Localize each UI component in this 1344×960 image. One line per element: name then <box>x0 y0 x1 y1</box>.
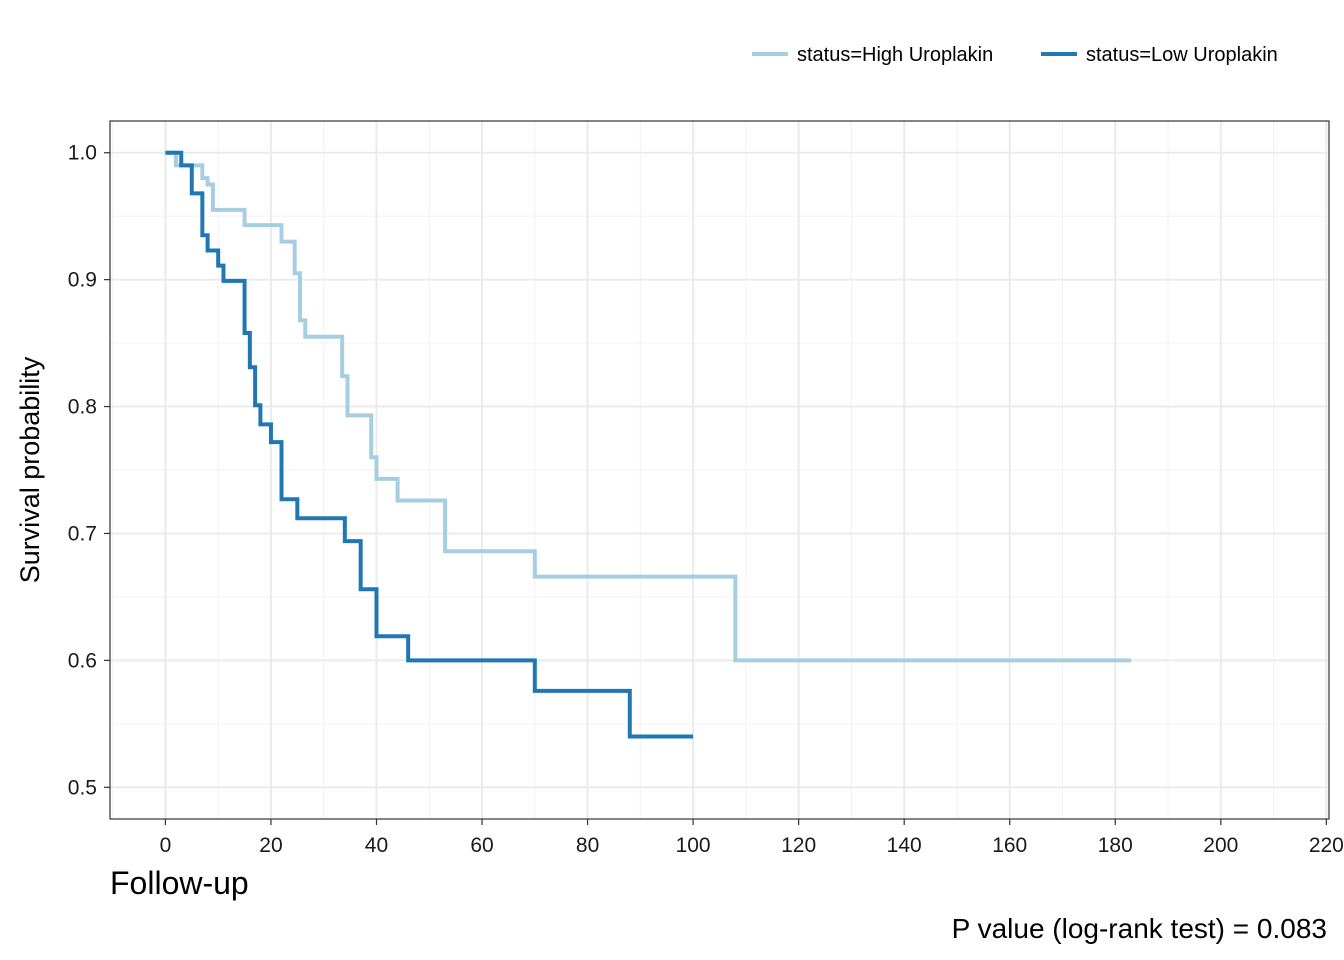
x-tick-label: 220 <box>1309 834 1344 857</box>
series-lines <box>165 150 1132 739</box>
legend-label-high-uroplakin: status=High Uroplakin <box>797 44 993 66</box>
x-tick-label: 140 <box>887 834 922 857</box>
x-tick-label: 100 <box>676 834 711 857</box>
y-tick-label: 0.7 <box>68 522 97 545</box>
y-axis: 0.5 0.6 0.7 0.8 0.9 1.0 <box>68 142 110 799</box>
y-tick-label: 0.6 <box>68 649 97 672</box>
legend: status=High Uroplakin status=Low Uroplak… <box>752 44 1278 66</box>
y-tick-label: 0.5 <box>68 776 97 799</box>
x-tick-label: 20 <box>259 834 282 857</box>
series-line-high-uroplakin <box>165 150 1132 663</box>
x-tick-label: 180 <box>1098 834 1133 857</box>
x-axis-title: Follow-up <box>110 865 249 901</box>
y-tick-label: 0.8 <box>68 396 97 419</box>
plot-panel <box>109 120 1330 820</box>
x-tick-label: 160 <box>992 834 1027 857</box>
x-tick-label: 120 <box>781 834 816 857</box>
x-tick-label: 80 <box>576 834 599 857</box>
series-line-low-uroplakin <box>165 150 694 739</box>
y-tick-label: 0.9 <box>68 269 97 292</box>
y-tick-label: 1.0 <box>68 142 97 165</box>
x-tick-label: 0 <box>160 834 172 857</box>
y-axis-title: Survival probability <box>15 356 45 583</box>
x-tick-label: 200 <box>1203 834 1238 857</box>
x-axis: 0 20 40 60 80 100 120 140 160 180 200 220 <box>160 819 1344 857</box>
legend-label-low-uroplakin: status=Low Uroplakin <box>1086 44 1278 66</box>
gridlines <box>110 121 1329 819</box>
x-tick-label: 60 <box>470 834 493 857</box>
pvalue-annotation: P value (log-rank test) = 0.083 <box>952 913 1327 944</box>
x-tick-label: 40 <box>365 834 388 857</box>
